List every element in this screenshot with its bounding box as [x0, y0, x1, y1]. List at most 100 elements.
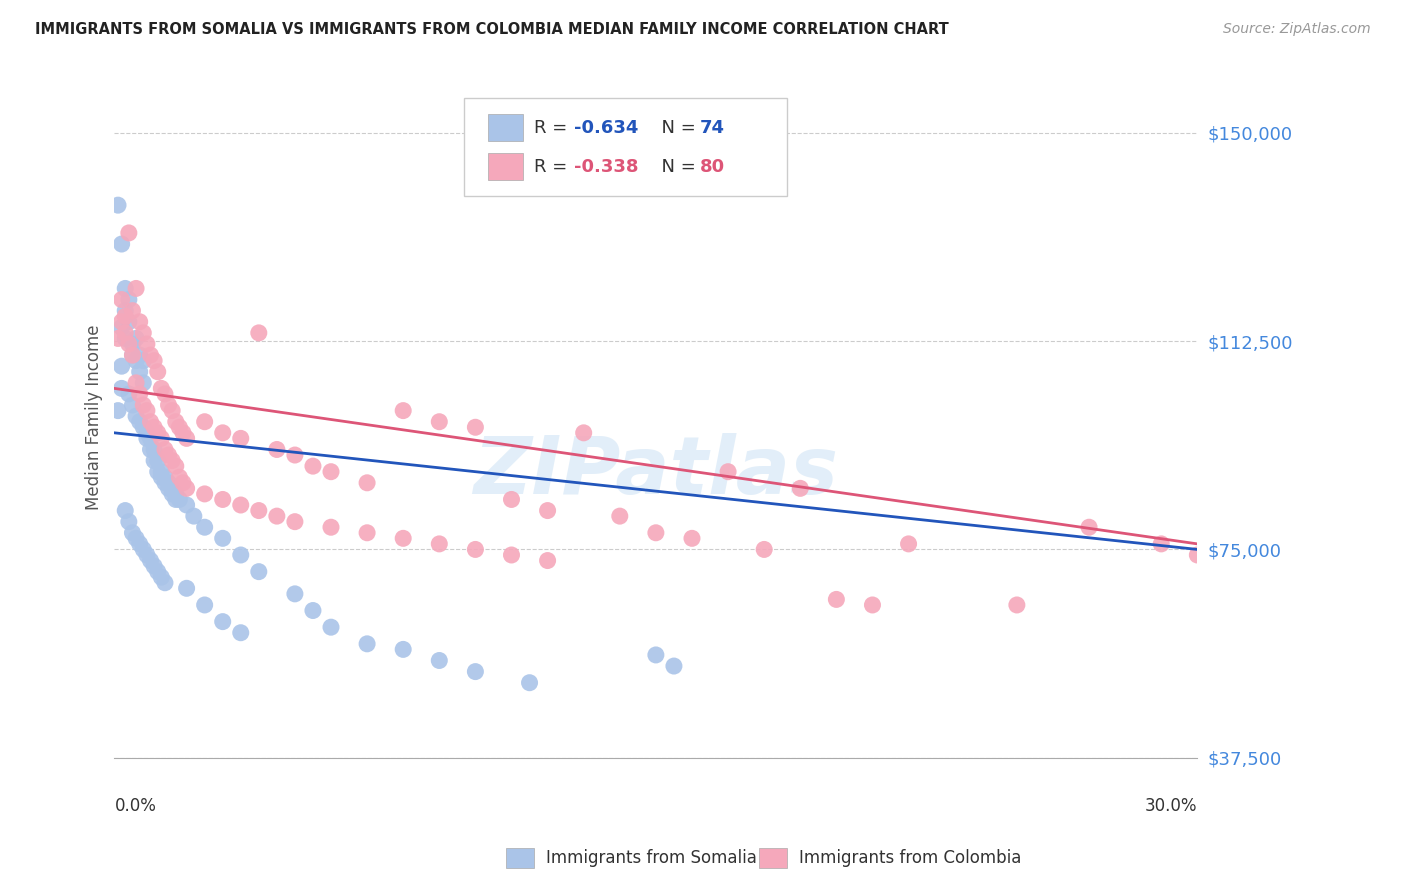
Point	[194, 598, 217, 612]
Point	[121, 348, 143, 362]
Point	[125, 353, 148, 368]
Point	[644, 648, 666, 662]
Point	[114, 303, 136, 318]
Point	[139, 415, 162, 429]
Point	[139, 348, 162, 362]
Point	[229, 548, 252, 562]
Text: 0.0%: 0.0%	[114, 797, 156, 814]
Point	[825, 592, 848, 607]
Point	[135, 403, 157, 417]
Point	[143, 442, 166, 457]
Text: 74: 74	[700, 119, 725, 136]
Point	[754, 542, 776, 557]
Point	[125, 376, 148, 390]
Point	[157, 398, 180, 412]
Point	[114, 326, 136, 340]
Point	[176, 431, 198, 445]
Point	[427, 537, 450, 551]
Text: Source: ZipAtlas.com: Source: ZipAtlas.com	[1223, 22, 1371, 37]
Point	[143, 420, 166, 434]
Point	[135, 431, 157, 445]
Point	[160, 487, 183, 501]
Point	[111, 237, 134, 252]
Point	[125, 331, 148, 345]
Point	[165, 415, 187, 429]
Point	[194, 487, 217, 501]
Point	[111, 293, 134, 307]
Point	[211, 425, 233, 440]
Point	[153, 475, 176, 490]
Point	[427, 415, 450, 429]
Point	[153, 442, 176, 457]
Point	[160, 481, 183, 495]
Point	[356, 525, 378, 540]
Point	[146, 425, 169, 440]
Point	[211, 615, 233, 629]
Point	[107, 331, 129, 345]
Point	[302, 603, 325, 617]
Point	[118, 226, 141, 240]
Point	[146, 465, 169, 479]
Text: -0.634: -0.634	[574, 119, 638, 136]
Text: IMMIGRANTS FROM SOMALIA VS IMMIGRANTS FROM COLOMBIA MEDIAN FAMILY INCOME CORRELA: IMMIGRANTS FROM SOMALIA VS IMMIGRANTS FR…	[35, 22, 949, 37]
Point	[247, 326, 270, 340]
Point	[125, 532, 148, 546]
Point	[114, 310, 136, 324]
Point	[132, 376, 155, 390]
Point	[128, 415, 150, 429]
Point	[1078, 520, 1101, 534]
Point	[464, 665, 486, 679]
Point	[146, 565, 169, 579]
Y-axis label: Median Family Income: Median Family Income	[86, 325, 103, 510]
Point	[114, 281, 136, 295]
Point	[211, 532, 233, 546]
Point	[146, 453, 169, 467]
Point	[128, 537, 150, 551]
Point	[150, 381, 173, 395]
Point	[118, 293, 141, 307]
Point	[143, 353, 166, 368]
Point	[302, 459, 325, 474]
Point	[169, 492, 191, 507]
Point	[717, 465, 740, 479]
Point	[662, 659, 685, 673]
Point	[356, 475, 378, 490]
Point	[114, 331, 136, 345]
Point	[464, 420, 486, 434]
Point	[681, 532, 703, 546]
Point	[609, 509, 631, 524]
Point	[176, 582, 198, 596]
Point	[121, 525, 143, 540]
Point	[118, 387, 141, 401]
Point	[1005, 598, 1028, 612]
Point	[132, 398, 155, 412]
Point	[135, 548, 157, 562]
Point	[132, 542, 155, 557]
Text: ZIPatlas: ZIPatlas	[474, 433, 838, 511]
Point	[107, 403, 129, 417]
Point	[392, 403, 415, 417]
Point	[247, 503, 270, 517]
Point	[107, 198, 129, 212]
Point	[211, 492, 233, 507]
Text: N =: N =	[650, 158, 702, 176]
Point	[160, 453, 183, 467]
Text: R =: R =	[534, 158, 574, 176]
Point	[1187, 548, 1209, 562]
Point	[194, 415, 217, 429]
Point	[247, 565, 270, 579]
Point	[111, 381, 134, 395]
Point	[464, 542, 486, 557]
Point	[135, 337, 157, 351]
Point	[229, 431, 252, 445]
Point	[132, 353, 155, 368]
Point	[427, 653, 450, 667]
Point	[501, 492, 523, 507]
Point	[153, 387, 176, 401]
Point	[176, 498, 198, 512]
Point	[536, 503, 558, 517]
Point	[132, 420, 155, 434]
Point	[160, 403, 183, 417]
Text: 80: 80	[700, 158, 725, 176]
Point	[150, 431, 173, 445]
